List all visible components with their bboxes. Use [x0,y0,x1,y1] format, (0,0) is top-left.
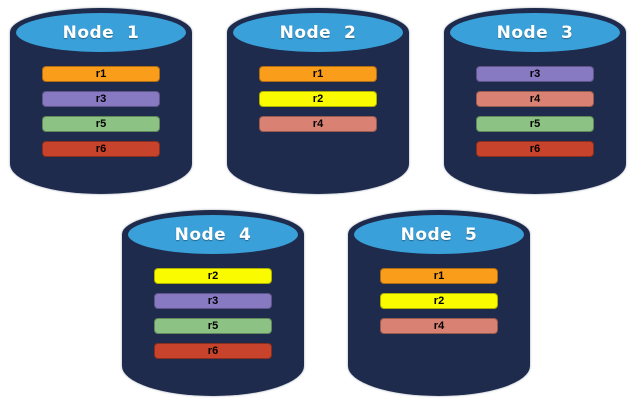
db-node: Node 1 r1 r3 r5 r6 [10,8,192,194]
replica-label: r2 [207,269,219,282]
node-title: Node 3 [496,22,574,43]
replica-bar: r6 [154,343,272,359]
replica-label: r5 [207,319,219,332]
replica-bar: r2 [380,293,498,309]
replica-bar: r4 [476,91,594,107]
db-node: Node 3 r3 r4 r5 r6 [444,8,626,194]
replica-bar: r4 [259,116,377,132]
replica-bar: r5 [154,318,272,334]
replica-label: r6 [95,142,107,155]
replica-list: r1 r2 r4 [348,268,530,334]
replica-bar: r1 [42,66,160,82]
replica-bar: r5 [42,116,160,132]
replica-list: r1 r2 r4 [227,66,409,132]
replica-bar: r1 [380,268,498,284]
node-title: Node 4 [174,224,252,245]
cylinder-body-shape [227,32,409,194]
replica-label: r5 [529,117,541,130]
replica-label: r5 [95,117,107,130]
db-node: Node 5 r1 r2 r4 [348,210,530,396]
replica-label: r1 [312,67,324,80]
replica-label: r4 [433,319,445,332]
replica-bar: r3 [154,293,272,309]
replica-bar: r2 [259,91,377,107]
db-node: Node 4 r2 r3 r5 r6 [122,210,304,396]
replica-bar: r2 [154,268,272,284]
replica-label: r3 [95,92,107,105]
replica-label: r4 [312,117,324,130]
node-title: Node 1 [62,22,140,43]
cylinder-body-shape [444,32,626,194]
db-node: Node 2 r1 r2 r4 [227,8,409,194]
replica-list: r1 r3 r5 r6 [10,66,192,157]
cylinder-top-face: Node 2 [233,13,403,52]
replica-label: r1 [95,67,107,80]
replica-label: r2 [433,294,445,307]
cylinder-top-face: Node 1 [16,13,186,52]
replica-bar: r3 [476,66,594,82]
replica-bar: r5 [476,116,594,132]
replica-bar: r6 [42,141,160,157]
cylinder-body-shape [348,234,530,396]
replica-label: r3 [207,294,219,307]
cylinder-top-face: Node 5 [354,215,524,254]
replica-label: r2 [312,92,324,105]
cylinder-body-shape [122,234,304,396]
cylinder-top-face: Node 4 [128,215,298,254]
replica-bar: r1 [259,66,377,82]
replica-list: r3 r4 r5 r6 [444,66,626,157]
replica-bar: r4 [380,318,498,334]
cylinder-body-shape [10,32,192,194]
replica-label: r6 [207,344,219,357]
replica-bar: r6 [476,141,594,157]
node-title: Node 2 [279,22,357,43]
node-title: Node 5 [400,224,478,245]
replica-bar: r3 [42,91,160,107]
replica-label: r4 [529,92,541,105]
replica-label: r3 [529,67,541,80]
replica-label: r6 [529,142,541,155]
replica-list: r2 r3 r5 r6 [122,268,304,359]
cylinder-top-face: Node 3 [450,13,620,52]
replica-label: r1 [433,269,445,282]
